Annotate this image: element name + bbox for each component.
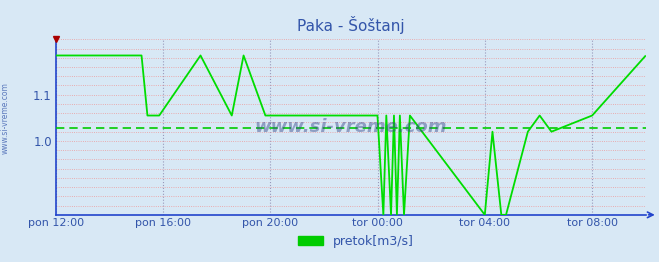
Title: Paka - Šoštanj: Paka - Šoštanj — [297, 16, 405, 34]
Legend: pretok[m3/s]: pretok[m3/s] — [293, 230, 419, 253]
Text: www.si-vreme.com: www.si-vreme.com — [1, 82, 10, 154]
Text: www.si-vreme.com: www.si-vreme.com — [254, 118, 447, 136]
